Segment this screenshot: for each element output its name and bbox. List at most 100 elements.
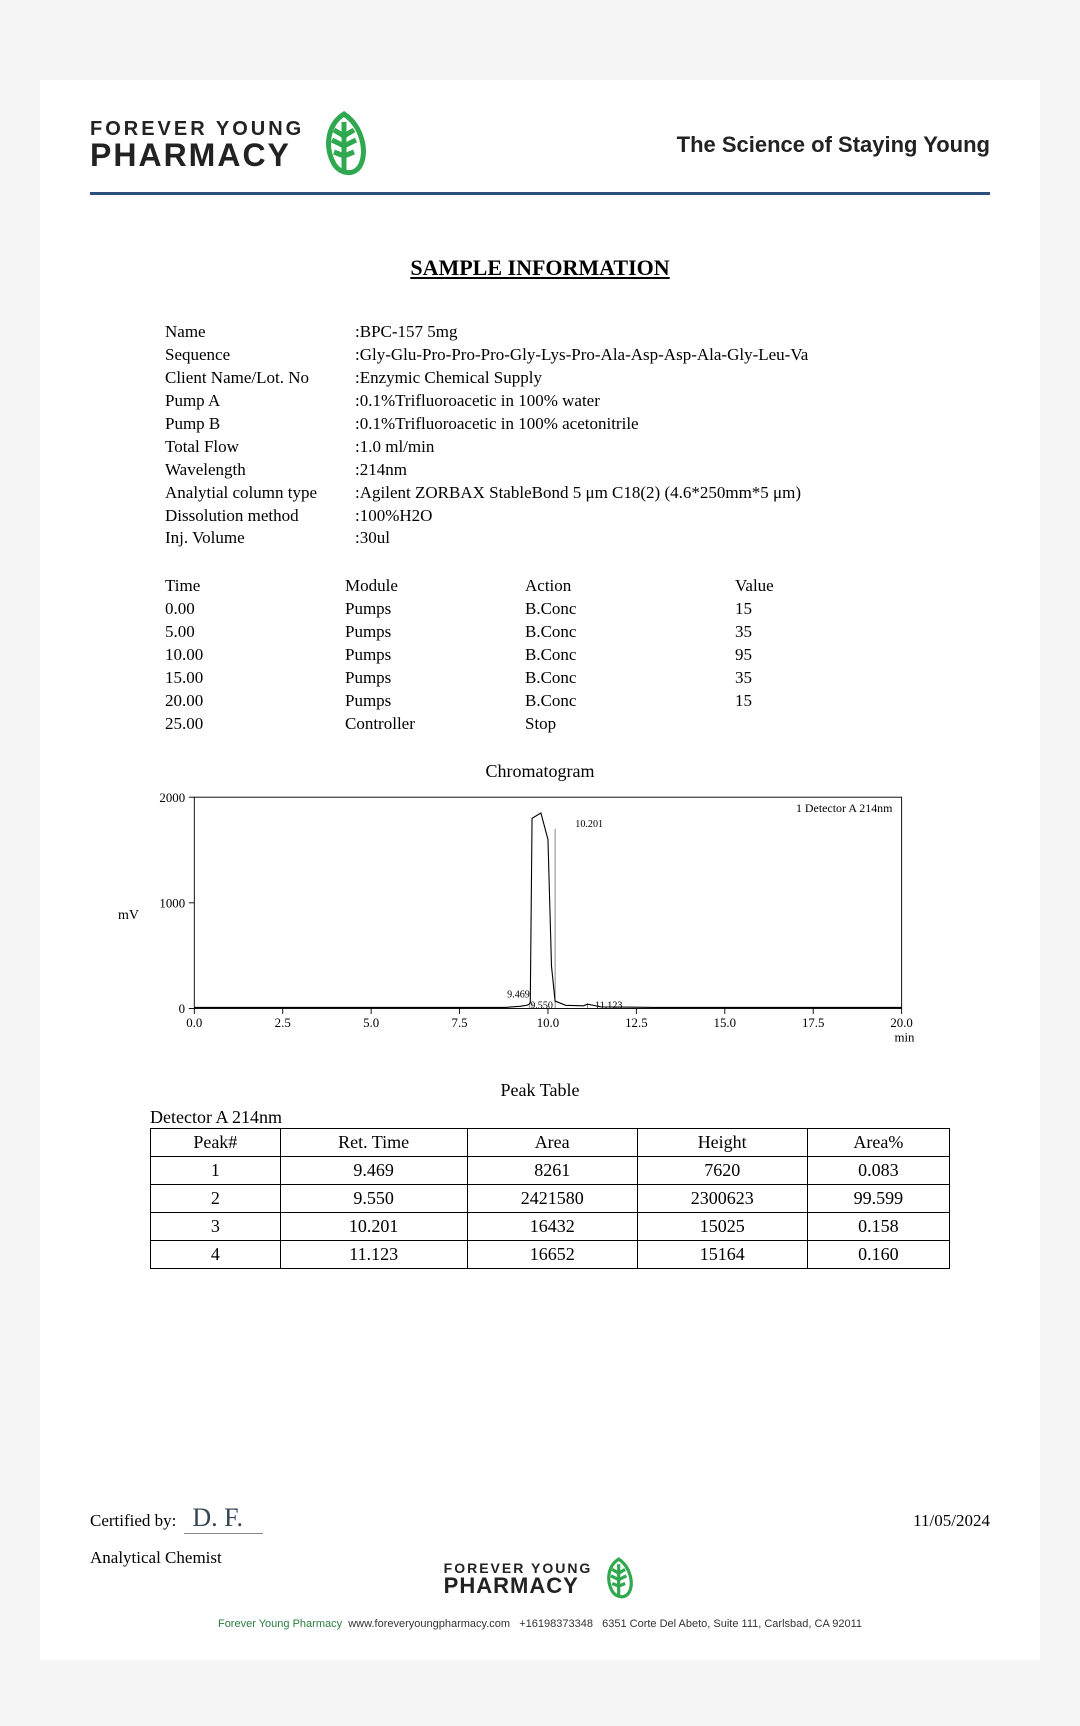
table-cell: 1 <box>151 1157 281 1185</box>
table-cell: 9.469 <box>280 1157 467 1185</box>
table-header-cell: Area <box>467 1129 637 1157</box>
gradient-row: 0.00PumpsB.Conc15 <box>165 598 990 621</box>
svg-text:min: min <box>894 1030 915 1044</box>
table-cell: 2300623 <box>637 1185 807 1213</box>
gradient-cell: B.Conc <box>525 690 735 713</box>
info-value: 30ul <box>355 527 390 550</box>
cert-row: Certified by: D. F. 11/05/2024 <box>90 1503 990 1534</box>
footer: Certified by: D. F. 11/05/2024 Analytica… <box>90 1503 990 1630</box>
gradient-cell: Controller <box>345 713 525 736</box>
table-cell: 4 <box>151 1241 281 1269</box>
table-cell: 0.158 <box>807 1213 949 1241</box>
logo-block: FOREVER YOUNG PHARMACY <box>90 110 372 180</box>
info-row: Pump A0.1%Trifluoroacetic in 100% water <box>165 390 990 413</box>
info-value: 0.1%Trifluoroacetic in 100% acetonitrile <box>355 413 639 436</box>
svg-text:1000: 1000 <box>159 896 185 910</box>
gradient-cell: 25.00 <box>165 713 345 736</box>
svg-text:11.123: 11.123 <box>595 1001 622 1012</box>
info-label: Sequence <box>165 344 355 367</box>
document-page: FOREVER YOUNG PHARMACY The Science of St… <box>40 80 1040 1660</box>
gradient-cell: 0.00 <box>165 598 345 621</box>
info-value: BPC-157 5mg <box>355 321 458 344</box>
gradient-header-cell: Time <box>165 575 345 598</box>
peak-table-title: Peak Table <box>90 1080 990 1101</box>
svg-text:10.0: 10.0 <box>537 1016 560 1030</box>
svg-text:9.469: 9.469 <box>507 990 530 1001</box>
gradient-row: 10.00PumpsB.Conc95 <box>165 644 990 667</box>
gradient-row: 20.00PumpsB.Conc15 <box>165 690 990 713</box>
contact-site: www.foreveryoungpharmacy.com <box>348 1618 510 1630</box>
svg-text:1 Detector A 214nm: 1 Detector A 214nm <box>796 801 893 815</box>
table-cell: 2 <box>151 1185 281 1213</box>
table-cell: 15164 <box>637 1241 807 1269</box>
chart-title: Chromatogram <box>90 761 990 782</box>
gradient-row: 25.00ControllerStop <box>165 713 990 736</box>
info-label: Inj. Volume <box>165 527 355 550</box>
leaf-icon <box>600 1556 636 1602</box>
gradient-cell: B.Conc <box>525 644 735 667</box>
info-label: Pump A <box>165 390 355 413</box>
svg-text:12.5: 12.5 <box>625 1016 648 1030</box>
table-header-cell: Ret. Time <box>280 1129 467 1157</box>
info-value: 1.0 ml/min <box>355 436 434 459</box>
table-cell: 3 <box>151 1213 281 1241</box>
info-label: Analytial column type <box>165 482 355 505</box>
gradient-cell: Pumps <box>345 598 525 621</box>
table-cell: 0.083 <box>807 1157 949 1185</box>
cert-left: Certified by: D. F. <box>90 1503 263 1534</box>
table-header-cell: Height <box>637 1129 807 1157</box>
info-label: Dissolution method <box>165 505 355 528</box>
gradient-cell: Pumps <box>345 621 525 644</box>
y-axis-unit: mV <box>118 908 139 924</box>
info-row: Wavelength214nm <box>165 459 990 482</box>
cert-date: 11/05/2024 <box>913 1511 990 1531</box>
contact-line: Forever Young Pharmacy www.foreveryoungp… <box>90 1618 990 1630</box>
svg-text:5.0: 5.0 <box>363 1016 379 1030</box>
info-value: 0.1%Trifluoroacetic in 100% water <box>355 390 600 413</box>
contact-addr: 6351 Corte Del Abeto, Suite 111, Carlsba… <box>602 1618 862 1630</box>
svg-text:2.5: 2.5 <box>275 1016 291 1030</box>
gradient-row: 5.00PumpsB.Conc35 <box>165 621 990 644</box>
footer-logo: FOREVER YOUNG PHARMACY <box>444 1556 637 1602</box>
info-row: Total Flow1.0 ml/min <box>165 436 990 459</box>
gradient-cell: 35 <box>735 667 835 690</box>
svg-text:0: 0 <box>179 1002 185 1016</box>
table-cell: 8261 <box>467 1157 637 1185</box>
gradient-cell: 95 <box>735 644 835 667</box>
table-cell: 11.123 <box>280 1241 467 1269</box>
svg-text:7.5: 7.5 <box>452 1016 468 1030</box>
svg-text:17.5: 17.5 <box>802 1016 825 1030</box>
info-row: Dissolution method100%H2O <box>165 505 990 528</box>
table-cell: 2421580 <box>467 1185 637 1213</box>
contact-brand: Forever Young Pharmacy <box>218 1618 342 1630</box>
info-value: 100%H2O <box>355 505 432 528</box>
signature: D. F. <box>184 1503 263 1534</box>
svg-text:15.0: 15.0 <box>714 1016 737 1030</box>
table-row: 19.469826176200.083 <box>151 1157 950 1185</box>
info-label: Client Name/Lot. No <box>165 367 355 390</box>
info-row: Client Name/Lot. NoEnzymic Chemical Supp… <box>165 367 990 390</box>
svg-text:20.0: 20.0 <box>890 1016 913 1030</box>
table-cell: 7620 <box>637 1157 807 1185</box>
gradient-cell: Pumps <box>345 667 525 690</box>
info-label: Total Flow <box>165 436 355 459</box>
table-cell: 15025 <box>637 1213 807 1241</box>
gradient-cell: 15 <box>735 598 835 621</box>
table-header-cell: Peak# <box>151 1129 281 1157</box>
table-cell: 16432 <box>467 1213 637 1241</box>
table-row: 29.5502421580230062399.599 <box>151 1185 950 1213</box>
info-row: Inj. Volume30ul <box>165 527 990 550</box>
table-row: 310.20116432150250.158 <box>151 1213 950 1241</box>
info-row: Analytial column typeAgilent ZORBAX Stab… <box>165 482 990 505</box>
gradient-header-cell: Action <box>525 575 735 598</box>
header: FOREVER YOUNG PHARMACY The Science of St… <box>90 110 990 195</box>
brand-line2: PHARMACY <box>90 139 304 171</box>
certified-by-label: Certified by: <box>90 1511 176 1531</box>
chromatogram: mV 0100020000.02.55.07.510.012.515.017.5… <box>130 788 920 1050</box>
peak-table: Peak#Ret. TimeAreaHeightArea%19.46982617… <box>150 1128 950 1269</box>
gradient-cell <box>735 713 835 736</box>
info-value: 214nm <box>355 459 407 482</box>
svg-text:2000: 2000 <box>159 791 185 805</box>
tagline: The Science of Staying Young <box>677 132 990 158</box>
info-value: Enzymic Chemical Supply <box>355 367 542 390</box>
